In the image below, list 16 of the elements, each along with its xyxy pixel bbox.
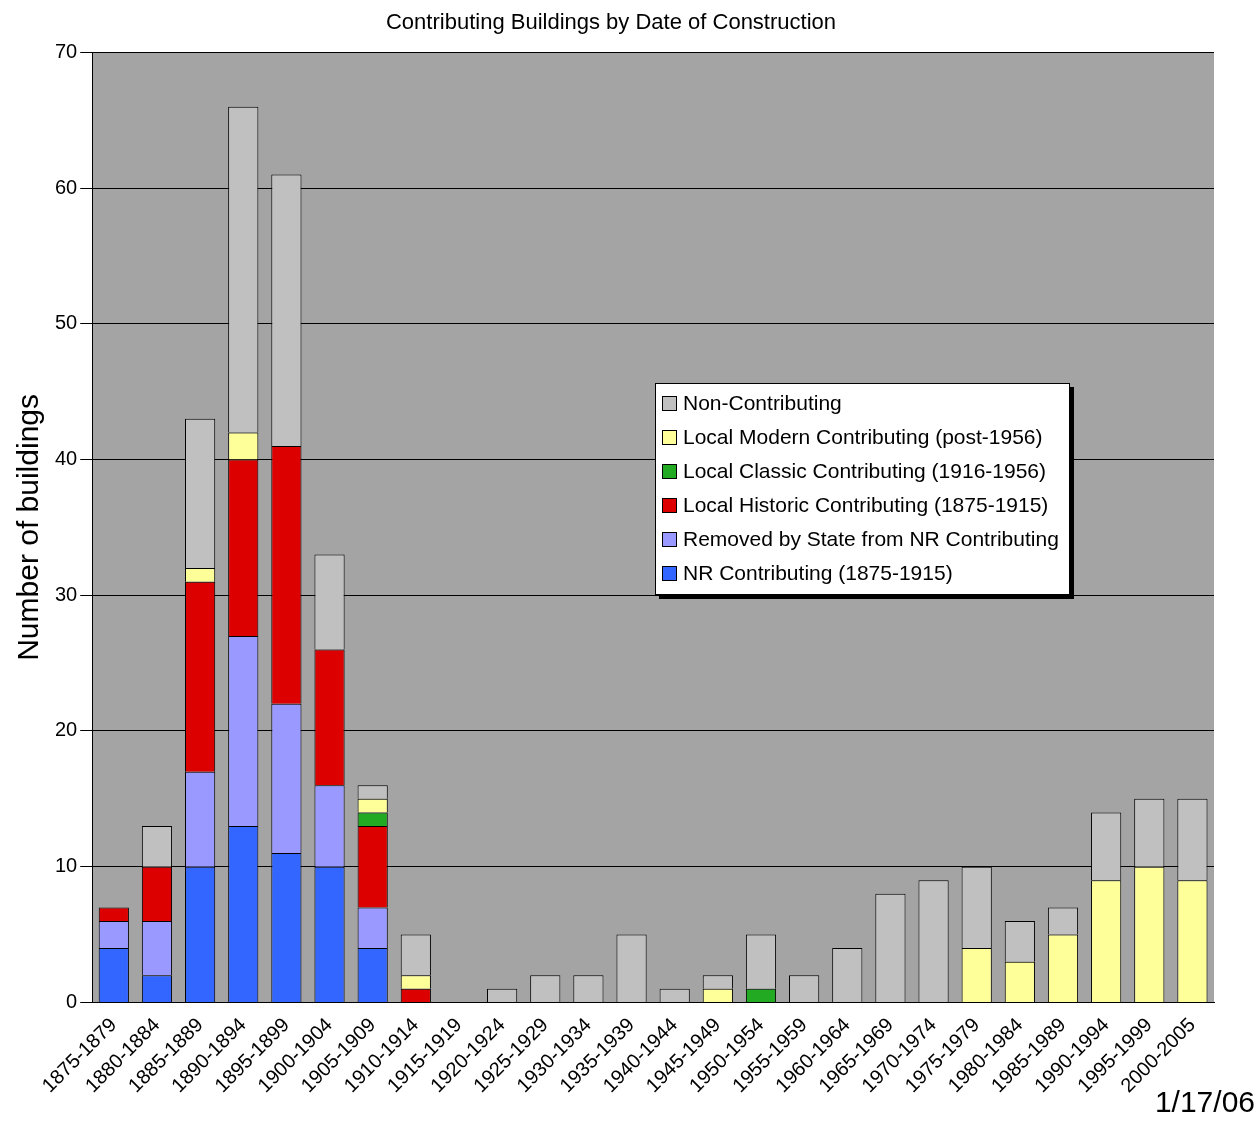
legend-label: Non-Contributing <box>683 390 842 416</box>
y-tick-label: 50 <box>55 311 78 334</box>
y-tick-label: 20 <box>55 718 78 741</box>
legend-label: Local Historic Contributing (1875-1915) <box>683 492 1049 518</box>
chart-title: Contributing Buildings by Date of Construction <box>385 9 837 35</box>
y-axis-title: Number of buildings <box>11 393 45 661</box>
legend-label: Local Modern Contributing (post-1956) <box>683 424 1043 450</box>
legend-label: NR Contributing (1875-1915) <box>683 560 953 586</box>
y-tick-label: 10 <box>55 854 78 877</box>
legend-label: Local Classic Contributing (1916-1956) <box>683 458 1047 484</box>
y-tick-label: 0 <box>66 989 78 1012</box>
legend-label: Removed by State from NR Contributing <box>683 526 1059 552</box>
y-tick-label: 60 <box>55 175 78 198</box>
y-tick-label: 40 <box>55 447 78 470</box>
y-tick-label: 30 <box>55 582 78 605</box>
y-tick-label: 70 <box>55 39 78 62</box>
